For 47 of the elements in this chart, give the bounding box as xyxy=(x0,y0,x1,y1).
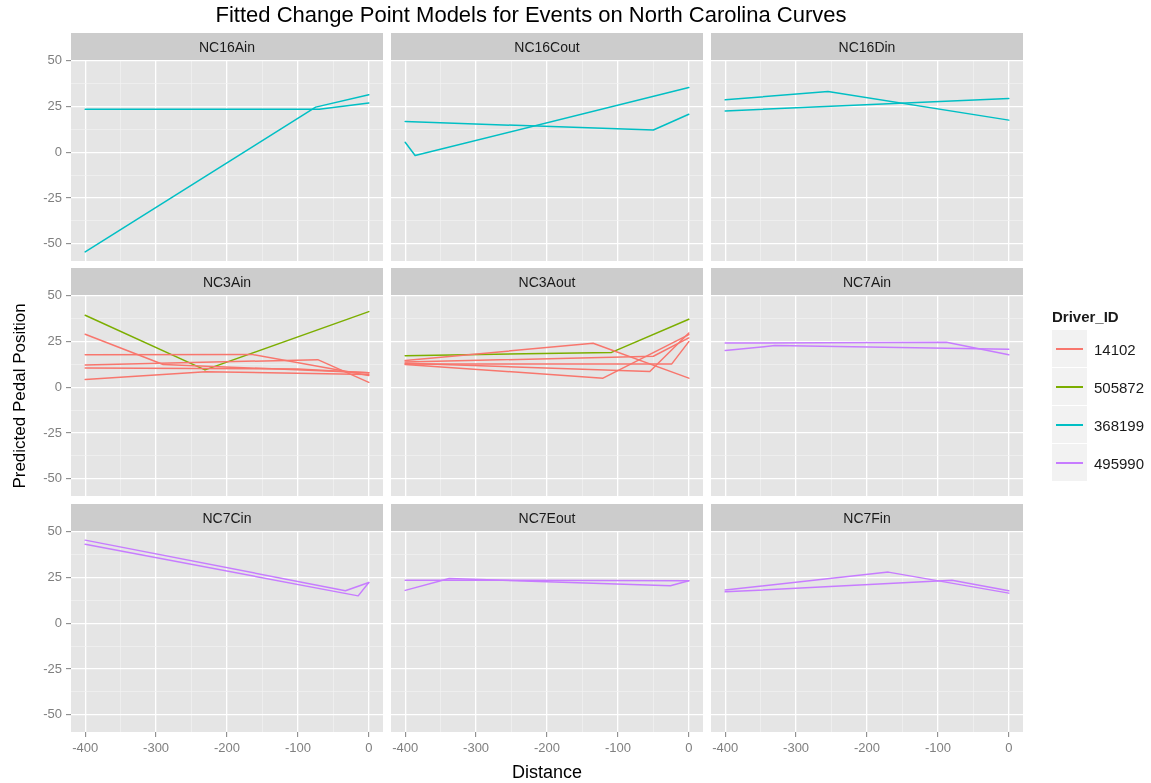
y-tick-label: -50 xyxy=(43,235,62,251)
x-tick-label: 0 xyxy=(365,740,373,756)
y-tick-label: 50 xyxy=(47,52,62,68)
x-tick-label: -200 xyxy=(533,740,561,756)
y-tick-label: -50 xyxy=(43,470,62,486)
chart-subtitle: NC7Cin xyxy=(202,509,252,526)
y-tick-label: -25 xyxy=(43,189,62,205)
y-tick-label: 25 xyxy=(47,333,62,349)
x-axis-title: Distance xyxy=(511,762,583,783)
text: 14102 xyxy=(1094,340,1136,358)
chart-subtitle: NC16Cout xyxy=(514,38,580,55)
y-tick-label: -25 xyxy=(43,660,62,676)
x-tick-label: -300 xyxy=(463,740,490,756)
y-tick-label: -50 xyxy=(43,706,62,722)
chart-title: Fitted Change Point Models for Events on North Carolina Curves xyxy=(215,2,847,27)
x-tick-label: -200 xyxy=(853,740,881,756)
chart-subtitle: NC16Ain xyxy=(198,38,256,55)
x-tick-label: 0 xyxy=(685,740,693,756)
y-tick-label: 0 xyxy=(54,378,62,394)
chart-subtitle: NC3Ain xyxy=(202,273,252,290)
chart-subtitle: NC16Din xyxy=(838,38,896,55)
y-tick-label: 25 xyxy=(47,98,62,114)
chart-subtitle: NC7Fin xyxy=(843,509,891,526)
y-tick-label: -25 xyxy=(43,424,62,440)
x-tick-label: -300 xyxy=(143,740,170,756)
x-tick-label: -100 xyxy=(924,740,951,756)
y-tick-label: 50 xyxy=(47,523,62,539)
x-tick-label: -400 xyxy=(712,740,739,756)
y-tick-label: 25 xyxy=(47,569,62,585)
x-tick-label: -200 xyxy=(213,740,241,756)
chart-subtitle: NC7Ain xyxy=(842,273,892,290)
x-tick-label: -400 xyxy=(72,740,99,756)
y-tick-label: 0 xyxy=(54,614,62,630)
x-tick-label: -100 xyxy=(284,740,311,756)
legend-title: Driver_ID xyxy=(1052,307,1120,327)
y-axis-title: Predicted Pedal Position xyxy=(10,302,30,489)
x-tick-label: -300 xyxy=(783,740,810,756)
chart-subtitle: NC3Aout xyxy=(518,273,576,290)
x-tick-label: -100 xyxy=(604,740,631,756)
text: 505872 xyxy=(1094,378,1145,396)
text: 368199 xyxy=(1094,416,1145,434)
y-tick-label: 0 xyxy=(54,143,62,159)
legend-label: 495990 xyxy=(1094,454,1145,472)
x-tick-label: -400 xyxy=(392,740,419,756)
y-tick-label: 50 xyxy=(47,287,62,303)
x-tick-label: 0 xyxy=(1005,740,1013,756)
chart-subtitle: NC7Eout xyxy=(518,509,576,526)
